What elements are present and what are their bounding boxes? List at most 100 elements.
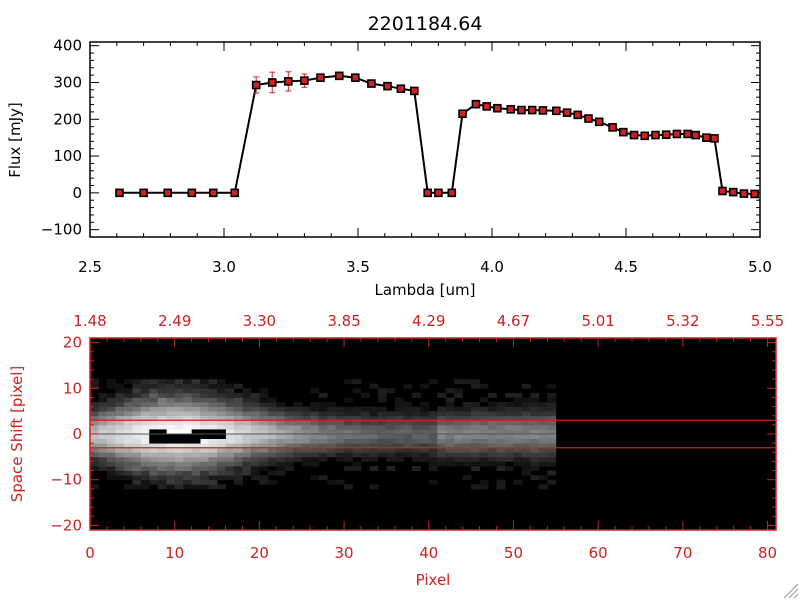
image-pixel — [530, 392, 540, 398]
image-pixel — [479, 461, 489, 467]
image-pixel — [521, 415, 531, 421]
image-pixel — [471, 461, 480, 467]
image-pixel — [191, 388, 201, 394]
image-pixel — [242, 466, 252, 471]
image-pixel — [98, 452, 108, 458]
image-pixel — [149, 475, 159, 481]
image-pixel — [310, 447, 320, 453]
image-x-tick-label: 30 — [335, 544, 354, 562]
image-pixel — [369, 434, 379, 439]
spectrum-data-point — [517, 105, 526, 115]
image-pixel — [250, 420, 260, 426]
image-pixel — [513, 402, 523, 407]
image-pixel — [259, 392, 269, 398]
image-pixel — [106, 443, 116, 449]
image-pixel — [106, 461, 116, 467]
image-pixel — [471, 443, 480, 449]
image-pixel — [437, 424, 447, 430]
image-pixel — [242, 429, 252, 435]
image-pixel — [361, 424, 370, 430]
image-pixel — [344, 397, 353, 403]
image-pixel — [369, 383, 379, 389]
spectrum-y-tick-label: 200 — [53, 110, 82, 128]
image-pixel — [140, 420, 150, 426]
image-pixel — [166, 429, 176, 435]
image-pixel — [547, 452, 557, 458]
image-pixel — [293, 406, 303, 412]
image-pixel — [132, 447, 142, 453]
image-pixel — [174, 466, 184, 471]
image-pixel — [208, 397, 218, 403]
image-pixel — [132, 461, 142, 467]
image-pixel — [496, 466, 506, 471]
image-pixel — [454, 434, 464, 439]
image-pixel — [454, 379, 464, 385]
image-pixel — [488, 429, 497, 435]
image-pixel — [344, 379, 353, 385]
image-pixel — [479, 484, 489, 490]
image-y-tick-label: −10 — [50, 471, 82, 489]
image-pixel — [217, 438, 226, 444]
image-pixel — [327, 420, 337, 426]
image-saturated-pixel — [166, 434, 176, 439]
image-pixel — [335, 415, 345, 421]
image-pixel — [208, 456, 218, 462]
image-pixel — [132, 379, 142, 385]
image-pixel — [437, 406, 447, 412]
image-pixel — [157, 470, 167, 476]
image-pixel — [327, 438, 337, 444]
spectrum-data-point — [300, 76, 309, 85]
image-pixel — [140, 470, 150, 476]
image-pixel — [140, 429, 150, 435]
image-pixel — [428, 411, 438, 417]
image-pixel — [191, 452, 201, 458]
image-pixel — [140, 484, 150, 490]
image-saturated-pixel — [217, 429, 226, 435]
image-pixel — [225, 470, 235, 476]
image-pixel — [183, 447, 193, 453]
image-pixel — [547, 434, 557, 439]
image-pixel — [310, 438, 320, 444]
image-pixel — [276, 456, 286, 462]
image-pixel — [403, 443, 413, 449]
image-pixel — [479, 438, 489, 444]
image-pixel — [530, 424, 540, 430]
image-top-wavelength-tick-labels: 1.48 2.49 3.30 3.85 4.29 4.67 5.01 5.32 5.55 — [73, 312, 784, 330]
spectrum-data-point — [493, 103, 502, 113]
image-pixel — [115, 466, 125, 471]
image-pixel — [149, 406, 159, 412]
image-pixel — [140, 415, 150, 421]
image-pixel — [386, 438, 396, 444]
spectrum-plot-frame — [89, 41, 761, 238]
image-pixel — [471, 379, 480, 385]
image-pixel — [259, 438, 269, 444]
resize-grip-icon[interactable] — [783, 583, 799, 599]
image-pixel — [276, 461, 286, 467]
spectrum-y-axis-label: Flux [mJy] — [6, 102, 24, 178]
spectrum-data-point — [334, 71, 344, 81]
image-pixel — [115, 438, 125, 444]
image-pixel — [106, 470, 116, 476]
spectrum-data-point — [750, 189, 759, 199]
spectrum-data-point — [527, 105, 537, 115]
image-pixel — [454, 443, 464, 449]
image-pixel — [445, 443, 455, 449]
image-pixel — [183, 420, 193, 426]
spectrum-data-point — [230, 188, 240, 198]
spectrum-y-tick-label: 100 — [53, 147, 82, 165]
image-pixel — [157, 397, 167, 403]
spectrum-data-point — [691, 130, 700, 140]
image-pixel — [377, 443, 387, 449]
image-pixel — [200, 379, 209, 385]
spectrum-data-point — [434, 188, 443, 198]
image-pixel — [90, 434, 99, 439]
image-pixel — [276, 411, 286, 417]
image-pixel — [200, 388, 209, 394]
image-pixel — [166, 456, 176, 462]
image-pixel — [377, 452, 387, 458]
image-pixel — [538, 411, 548, 417]
image-pixel — [386, 447, 396, 453]
image-pixel — [479, 411, 489, 417]
image-pixel — [310, 402, 320, 407]
